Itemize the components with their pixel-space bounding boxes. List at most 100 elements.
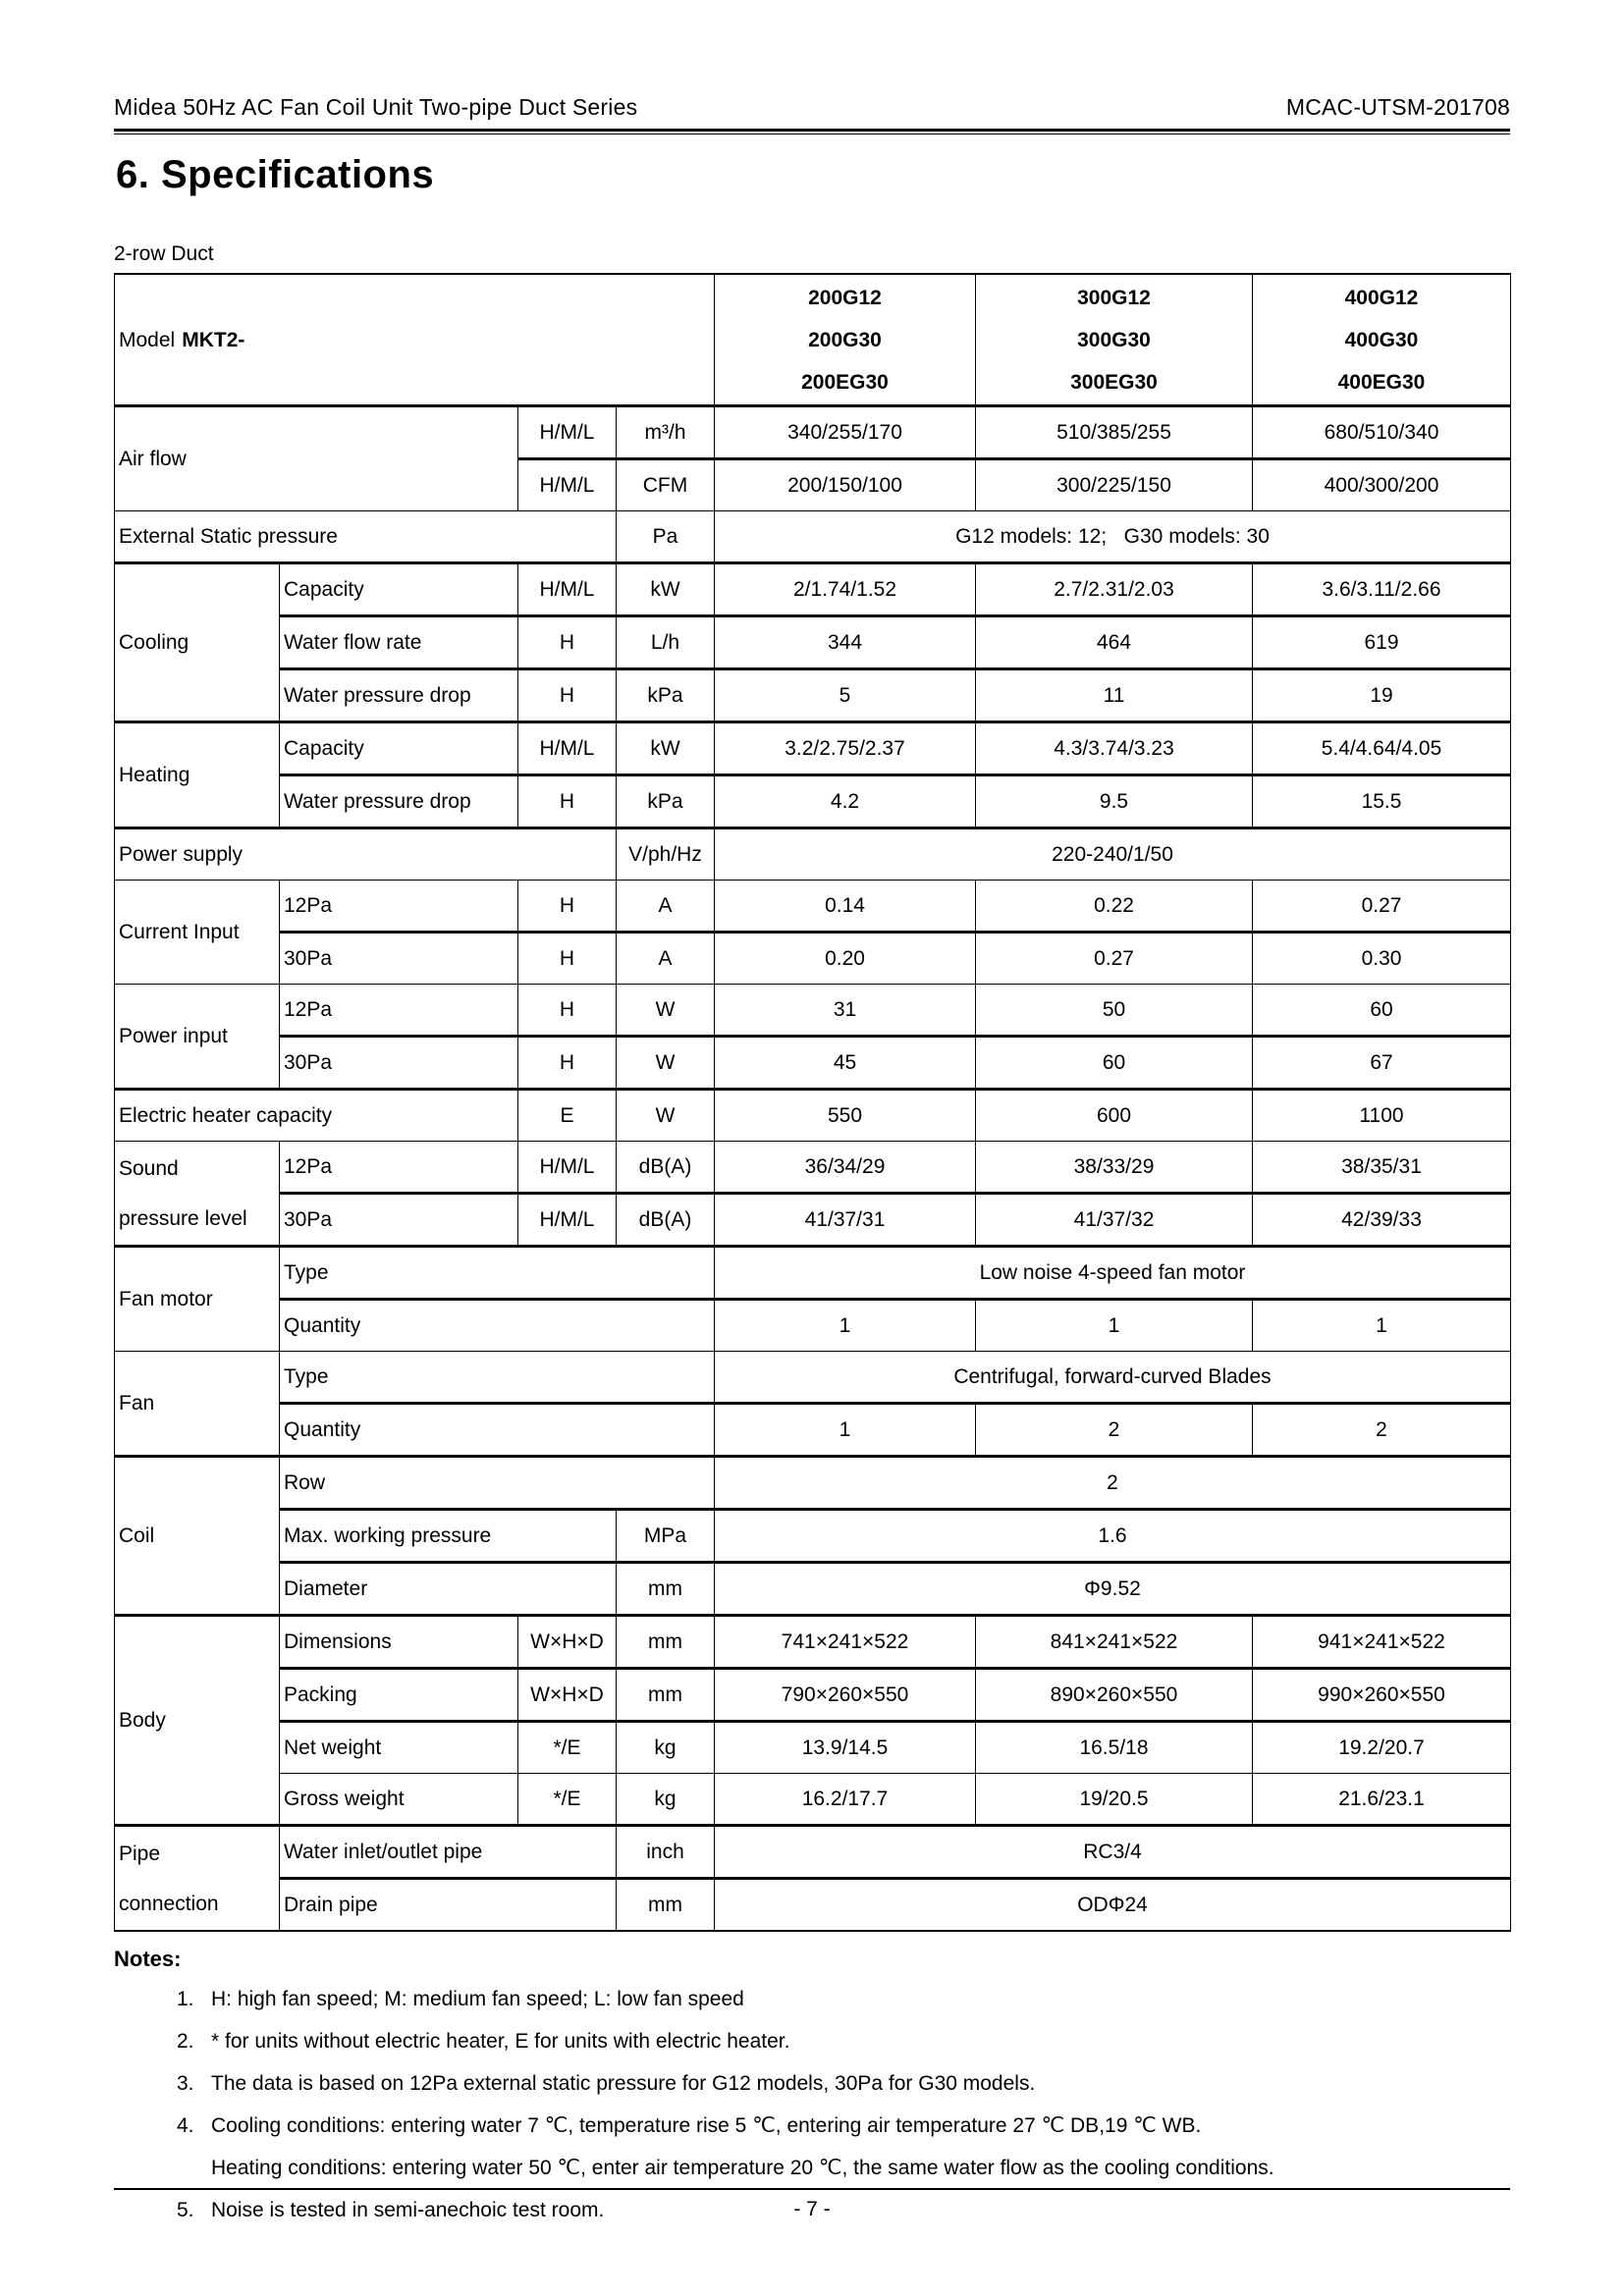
value-cell: 2.7/2.31/2.03 <box>975 561 1253 616</box>
table-row: Air flow H/M/L m³/h 340/255/170 510/385/… <box>114 405 1511 511</box>
row-label-cell: 30Pa <box>279 1192 518 1247</box>
value-cell: 19.2/20.7 <box>1252 1720 1511 1774</box>
table-row: Cooling Capacity H/M/L kW 2/1.74/1.52 2.… <box>114 561 1511 722</box>
value-cell: 550 <box>714 1088 976 1142</box>
row-label-cell: External Static pressure <box>114 510 617 563</box>
value-cell: Centrifugal, forward-curved Blades <box>714 1351 1511 1404</box>
doc-code: MCAC-UTSM-201708 <box>1285 94 1510 120</box>
model-name: 200G30 <box>808 328 882 351</box>
value-cell: 0.27 <box>1252 880 1511 933</box>
doc-title: Midea 50Hz AC Fan Coil Unit Two-pipe Duc… <box>114 94 638 120</box>
unit-cell: W <box>616 1088 715 1142</box>
value-cell: 2 <box>1252 1402 1511 1457</box>
notes-heading: Notes: <box>114 1947 182 1971</box>
note-text: * for units without electric heater, E f… <box>211 2030 790 2053</box>
model-column-header: 300G12 300G30 300EG30 <box>975 273 1253 407</box>
note-item: 1. H: high fan speed; M: medium fan speed… <box>114 1987 1510 2012</box>
table-row: Water flow rate H L/h 344 464 619 <box>115 614 1511 669</box>
value-cell: 0.27 <box>975 931 1253 985</box>
note-item: 2. * for units without electric heater, E… <box>114 2029 1510 2055</box>
unit-cell: W <box>616 1035 715 1090</box>
param-cell: W×H×D <box>517 1667 617 1722</box>
group-label-cell: Pipe connection <box>114 1824 280 1932</box>
model-label: Model <box>119 328 176 351</box>
table-row: Body Dimensions W×H×D mm 741×241×522 841… <box>114 1614 1511 1826</box>
value-cell: 300/225/150 <box>975 457 1253 511</box>
value-cell: 741×241×522 <box>714 1614 976 1669</box>
value-cell: 16.2/17.7 <box>714 1773 976 1826</box>
value-cell: 4.2 <box>714 774 976 828</box>
page-header: Midea 50Hz AC Fan Coil Unit Two-pipe Duc… <box>114 94 1510 121</box>
row-label-cell: Type <box>279 1351 715 1404</box>
value-cell: 464 <box>975 614 1253 669</box>
value-cell: 340/255/170 <box>714 405 976 459</box>
model-name: 200G12 <box>808 286 882 309</box>
unit-cell: A <box>616 880 715 933</box>
param-cell: H/M/L <box>517 405 617 459</box>
unit-cell: kPa <box>616 667 715 722</box>
row-label-cell: 30Pa <box>279 1035 518 1090</box>
row-label-cell: Row <box>279 1455 715 1510</box>
unit-cell: CFM <box>616 457 715 511</box>
table-row: 30Pa H W 45 60 67 <box>115 1035 1511 1090</box>
value-cell: 60 <box>1252 984 1511 1037</box>
group-label-cell: Coil <box>114 1455 280 1616</box>
unit-cell: kg <box>616 1773 715 1826</box>
value-cell: 19 <box>1252 667 1511 722</box>
value-cell: 1.6 <box>714 1508 1511 1563</box>
value-cell: 220-240/1/50 <box>714 827 1511 881</box>
section-title: 6. Specifications <box>116 153 435 196</box>
unit-cell: mm <box>616 1561 715 1616</box>
param-cell: H <box>517 931 617 985</box>
group-label-cell: Cooling <box>114 561 280 722</box>
value-cell: 4.3/3.74/3.23 <box>975 721 1253 775</box>
table-row: Quantity 1 2 2 <box>115 1402 1511 1457</box>
param-cell: E <box>517 1088 617 1142</box>
spec-table: Model MKT2- 200G12 200G30 200EG30 300G12 … <box>114 273 1511 1932</box>
table-row: Coil Row 2 <box>114 1455 1511 1616</box>
value-cell: RC3/4 <box>714 1824 1511 1879</box>
unit-cell: W <box>616 984 715 1037</box>
note-item: 3. The data is based on 12Pa external sta… <box>114 2071 1510 2097</box>
value-cell: 21.6/23.1 <box>1252 1773 1511 1826</box>
page-number: - 7 - <box>793 2198 831 2220</box>
unit-cell: V/ph/Hz <box>616 827 715 881</box>
value-cell: 41/37/32 <box>975 1192 1253 1247</box>
value-cell: 0.20 <box>714 931 976 985</box>
row-label-cell: Water pressure drop <box>279 774 518 828</box>
value-cell: 1100 <box>1252 1088 1511 1142</box>
note-text: The data is based on 12Pa external stati… <box>211 2072 1036 2095</box>
value-cell: 11 <box>975 667 1253 722</box>
value-cell: 2/1.74/1.52 <box>714 561 976 616</box>
unit-cell: mm <box>616 1614 715 1669</box>
value-cell: 890×260×550 <box>975 1667 1253 1722</box>
value-cell: 619 <box>1252 614 1511 669</box>
value-cell: Φ9.52 <box>714 1561 1511 1616</box>
unit-cell: Pa <box>616 510 715 563</box>
group-label-line: Pipe <box>119 1842 161 1865</box>
table-subtitle: 2-row Duct <box>114 242 214 265</box>
value-cell: 38/35/31 <box>1252 1141 1511 1194</box>
group-label-line: Sound <box>119 1156 179 1180</box>
value-cell: Low noise 4-speed fan motor <box>714 1245 1511 1300</box>
model-name: 300G30 <box>1077 328 1151 351</box>
value-cell: 841×241×522 <box>975 1614 1253 1669</box>
row-label-cell: Power supply <box>114 827 617 881</box>
row-label-cell: Drain pipe <box>279 1877 617 1932</box>
unit-cell: dB(A) <box>616 1141 715 1194</box>
row-label-cell: Capacity <box>279 721 518 775</box>
table-row: Packing W×H×D mm 790×260×550 890×260×550… <box>115 1667 1511 1722</box>
group-label-line: connection <box>119 1892 219 1915</box>
header-rule <box>114 129 1510 134</box>
note-number: 4. <box>177 2114 194 2137</box>
model-label-cell: Model MKT2- <box>114 273 715 407</box>
param-cell: H/M/L <box>517 721 617 775</box>
unit-cell: kW <box>616 561 715 616</box>
value-cell: 15.5 <box>1252 774 1511 828</box>
unit-cell: mm <box>616 1877 715 1932</box>
note-text: H: high fan speed; M: medium fan speed; … <box>211 1988 744 2010</box>
value-cell: 200/150/100 <box>714 457 976 511</box>
note-item: 4. Cooling conditions: entering water 7 ℃… <box>114 2113 1510 2139</box>
row-label-cell: Net weight <box>279 1720 518 1774</box>
